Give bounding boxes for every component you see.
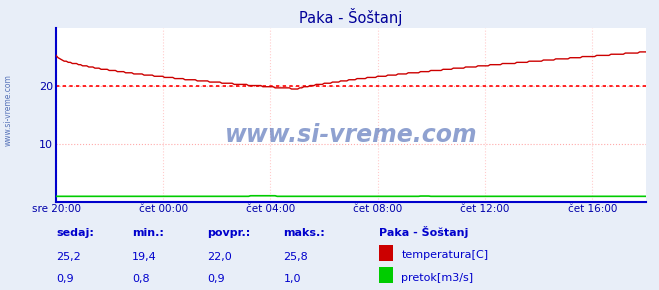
Text: 0,9: 0,9: [56, 274, 74, 284]
Text: 19,4: 19,4: [132, 251, 157, 262]
Text: povpr.:: povpr.:: [208, 228, 251, 238]
Text: 0,8: 0,8: [132, 274, 150, 284]
Text: min.:: min.:: [132, 228, 163, 238]
Text: 25,2: 25,2: [56, 251, 81, 262]
Text: www.si-vreme.com: www.si-vreme.com: [3, 74, 13, 146]
Text: www.si-vreme.com: www.si-vreme.com: [225, 124, 477, 147]
Text: 22,0: 22,0: [208, 251, 233, 262]
Title: Paka - Šoštanj: Paka - Šoštanj: [299, 8, 403, 26]
Text: maks.:: maks.:: [283, 228, 325, 238]
Text: Paka - Šoštanj: Paka - Šoštanj: [379, 226, 469, 238]
Text: temperatura[C]: temperatura[C]: [401, 250, 488, 260]
Text: pretok[m3/s]: pretok[m3/s]: [401, 273, 473, 282]
Text: 25,8: 25,8: [283, 251, 308, 262]
Text: 1,0: 1,0: [283, 274, 301, 284]
Text: 0,9: 0,9: [208, 274, 225, 284]
Text: sedaj:: sedaj:: [56, 228, 94, 238]
